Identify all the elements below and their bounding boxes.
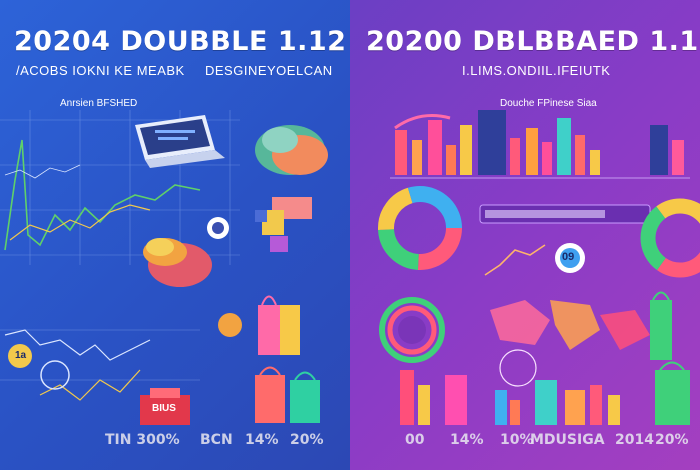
left-footer-2: BCN	[200, 432, 233, 448]
left-footer-3: 14%	[245, 432, 279, 448]
right-footer-3: 10%	[500, 432, 534, 448]
right-ring-icon	[379, 297, 445, 363]
right-footer-4: MDUSIGA	[530, 432, 605, 448]
right-map-shapes	[490, 300, 650, 387]
left-line-yellow	[9, 204, 151, 241]
right-footer-6: 20%	[655, 432, 689, 448]
right-footer-2: 14%	[450, 432, 484, 448]
right-donut-chart	[378, 186, 462, 270]
right-chart-label: Douche FPinese Siaa	[500, 98, 597, 109]
right-progress-fill	[485, 210, 605, 218]
right-bottom-bars	[400, 370, 620, 425]
left-subtitle-a: /ACOBS IOKNI KE MEABK	[16, 63, 185, 78]
left-footer-4: 20%	[290, 432, 324, 448]
globe-icon	[40, 360, 70, 390]
right-donut-chart-2	[640, 198, 700, 278]
right-infographic-panel: 20200 DBLBBAED 1.11 I.LIMS.ONDIIL.IFEIUT…	[350, 0, 700, 470]
coin-stack	[143, 238, 242, 337]
left-shopping-bags	[255, 295, 320, 423]
right-shopping-bags	[650, 291, 690, 425]
right-trend-line	[484, 244, 546, 276]
right-subtitle: I.LIMS.ONDIIL.IFEIUTK	[462, 63, 611, 78]
left-line-white	[4, 164, 81, 179]
left-chart-label: Anrsien BFSHED	[60, 98, 138, 109]
cube-icons	[207, 197, 312, 252]
right-title: 20200 DBLBBAED 1.11	[366, 26, 700, 57]
right-top-bars	[394, 110, 684, 175]
right-magnifier-inner	[560, 248, 580, 268]
right-footer-1: 00	[405, 432, 425, 448]
left-lower-line	[4, 329, 151, 361]
left-subtitle-b: DESGINEYOELCAN	[205, 63, 333, 78]
money-icon	[255, 125, 328, 175]
right-graphics	[378, 110, 700, 425]
left-graphics	[0, 110, 328, 425]
left-infographic-panel: 20204 DOUBBLE 1.12 /ACOBS IOKNI KE MEABK…	[0, 0, 350, 470]
left-badge-label: 1a	[15, 350, 27, 361]
left-footer-1: TIN 300%	[105, 432, 180, 448]
badge-icon	[8, 344, 32, 368]
left-grid	[0, 110, 240, 265]
left-bag-label: BIUS	[152, 403, 176, 414]
left-title: 20204 DOUBBLE 1.12	[14, 26, 347, 57]
left-lower-line-yellow	[39, 369, 141, 401]
left-line-green	[4, 139, 201, 251]
right-badge-label: 09	[562, 251, 575, 263]
gift-box-icon	[140, 388, 190, 425]
right-footer-5: 2014	[615, 432, 654, 448]
device-icon	[135, 115, 225, 168]
